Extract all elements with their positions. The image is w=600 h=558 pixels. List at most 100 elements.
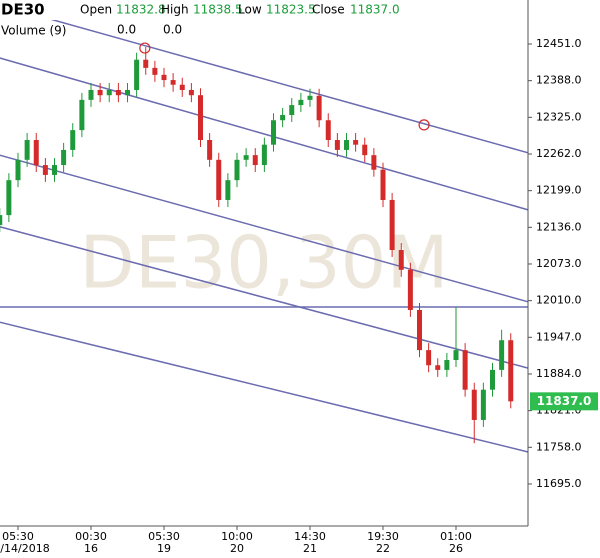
candle-body — [289, 105, 295, 115]
candle-body — [508, 340, 514, 402]
candle-body — [0, 215, 3, 225]
candle-body — [380, 169, 386, 200]
x-tick-label: 19:30 — [367, 530, 399, 543]
candle-body — [499, 340, 505, 370]
y-tick-label: 12262.0 — [536, 147, 582, 160]
candle-body — [252, 155, 258, 166]
y-tick-label: 12451.0 — [536, 37, 582, 50]
candle-body — [243, 155, 249, 160]
candle-body — [371, 155, 377, 170]
candle-body — [261, 144, 267, 166]
trendline — [0, 4, 529, 154]
x-tick-label: 05:30 — [2, 530, 34, 543]
candle-body — [33, 140, 39, 166]
plot-area — [0, 4, 529, 453]
candle-body — [334, 140, 340, 150]
low-value: 11823.5 — [266, 3, 316, 17]
y-tick-label: 11695.0 — [536, 477, 582, 490]
candle-body — [444, 360, 450, 370]
candle-body — [216, 159, 222, 200]
candle-body — [389, 199, 395, 251]
x-tick-label: 26 — [449, 542, 463, 555]
candle-body — [115, 89, 121, 96]
candle-body — [15, 159, 21, 181]
high-value: 11838.5 — [193, 3, 243, 17]
candle-body — [24, 140, 30, 160]
candle-body — [471, 389, 477, 420]
candle-body — [344, 140, 349, 150]
open-label: Open — [80, 3, 112, 17]
y-tick-label: 12136.0 — [536, 220, 582, 233]
candle-body — [61, 149, 67, 166]
candle-body — [161, 74, 167, 81]
candle-body — [152, 67, 158, 75]
y-tick-label: 12010.0 — [536, 294, 582, 307]
candle-body — [6, 180, 12, 216]
header-bg — [0, 0, 600, 20]
low-label: Low — [238, 3, 262, 17]
candle-body — [417, 309, 422, 351]
x-tick-label: 01:00 — [440, 530, 472, 543]
marker — [139, 42, 151, 54]
candle-body — [207, 140, 213, 160]
candle-body — [325, 120, 331, 141]
candle-body — [42, 165, 48, 175]
volume-value: 0.0 — [163, 23, 182, 37]
trendline — [0, 321, 529, 453]
candle-body — [480, 389, 486, 420]
candle-body — [97, 89, 103, 96]
x-tick-label: 22 — [376, 542, 390, 555]
y-tick-label: 12199.0 — [536, 184, 582, 197]
y-tick-label: 11884.0 — [536, 367, 582, 380]
trendline — [0, 57, 529, 211]
candle-body — [280, 114, 286, 121]
candle-body — [426, 350, 432, 366]
candle-body — [134, 59, 140, 90]
x-tick-label: 20 — [230, 542, 244, 555]
x-tick-label: 00:30 — [75, 530, 107, 543]
candle-body — [88, 89, 94, 100]
candle-body — [170, 80, 176, 85]
candle-body — [271, 120, 276, 145]
candle-body — [435, 365, 441, 370]
x-tick-label: 16 — [84, 542, 98, 555]
candle-body — [298, 99, 304, 106]
marker — [418, 119, 430, 131]
x-tick-label: 19 — [157, 542, 171, 555]
candle-body — [179, 84, 185, 90]
candle-body — [462, 350, 468, 390]
symbol: DE30 — [1, 1, 45, 19]
trendline — [0, 154, 529, 303]
candle-body — [490, 369, 495, 390]
trendline — [0, 226, 529, 369]
candle-body — [125, 89, 130, 96]
candle-body — [453, 350, 459, 361]
y-tick-label: 11758.0 — [536, 440, 582, 453]
close-label: Close — [312, 3, 345, 17]
close-value: 11837.0 — [350, 3, 400, 17]
x-tick-label: 03/14/2018 — [0, 542, 50, 555]
candle-body — [198, 95, 203, 141]
candle-body — [353, 140, 359, 145]
candle-body — [70, 130, 76, 150]
high-label: High — [161, 3, 189, 17]
candle-body — [234, 159, 240, 181]
candle-body — [362, 144, 368, 156]
volume-label: Volume (9) — [1, 24, 66, 38]
y-tick-label: 11947.0 — [536, 330, 582, 343]
x-tick-label: 14:30 — [294, 530, 326, 543]
candle-body — [316, 95, 322, 121]
candle-body — [225, 180, 231, 200]
last-price-label: 11837.0 — [537, 394, 592, 408]
candle-body — [52, 165, 57, 175]
volume-value: 0.0 — [117, 23, 136, 37]
y-tick-label: 12388.0 — [536, 74, 582, 87]
open-value: 11832.8 — [116, 3, 166, 17]
candle-body — [407, 269, 413, 310]
x-tick-label: 21 — [303, 542, 317, 555]
candle-body — [398, 250, 404, 270]
candle-body — [79, 99, 85, 131]
candle-body — [307, 95, 313, 100]
x-tick-label: 10:00 — [221, 530, 253, 543]
